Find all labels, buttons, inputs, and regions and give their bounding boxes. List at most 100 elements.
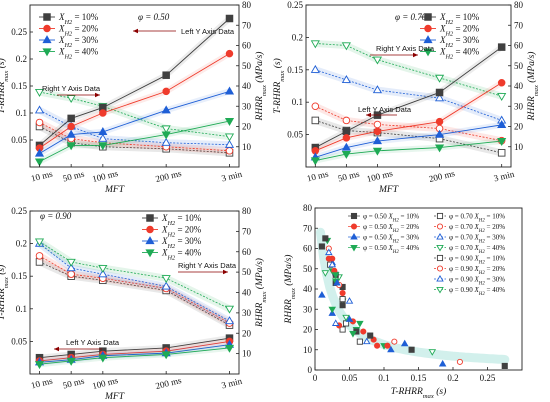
ytick-label-left: 0.1 bbox=[16, 304, 27, 314]
xtick-label: 100 ms bbox=[366, 168, 394, 184]
ytick-label-right: 60 bbox=[242, 41, 252, 51]
ytick-label-right: 70 bbox=[242, 20, 252, 30]
legend-marker bbox=[350, 212, 358, 220]
xtick-label: 3 min bbox=[493, 169, 516, 184]
scatter-point bbox=[391, 338, 398, 345]
point-left-30-2 bbox=[372, 136, 383, 145]
scatter-point bbox=[356, 338, 363, 345]
y-axis-label-right: RHRRmax (MPa/s) bbox=[526, 52, 540, 122]
scatter-point bbox=[360, 328, 367, 335]
y-axis-label-right: RHRRmax (MPa/s) bbox=[254, 258, 268, 328]
annotation-right: Right Y Axis Data bbox=[376, 44, 435, 53]
scatter-point bbox=[325, 255, 332, 262]
scatter-point bbox=[339, 289, 346, 297]
ytick-label-right: 30 bbox=[514, 101, 524, 111]
ytick-label-left: 0.25 bbox=[11, 27, 27, 37]
xtick-label: 0.1 bbox=[378, 373, 389, 383]
scatter-point bbox=[456, 358, 463, 365]
scatter-point bbox=[345, 297, 354, 304]
legend-marker-40 bbox=[423, 48, 433, 57]
line-right-20 bbox=[315, 105, 502, 142]
scatter-point bbox=[328, 260, 337, 268]
scatter-point bbox=[318, 291, 326, 298]
x-axis-label: MFT bbox=[378, 185, 399, 195]
point-left-40-3 bbox=[434, 144, 445, 153]
legend-marker-20 bbox=[424, 24, 432, 33]
point-right-40-2 bbox=[98, 264, 108, 273]
point-left-20-1 bbox=[342, 134, 351, 142]
point-right-40-1 bbox=[66, 95, 76, 104]
legend-label-20: XH2 = 20% bbox=[439, 24, 480, 38]
point-right-20-1 bbox=[342, 116, 351, 125]
line-right-40 bbox=[39, 241, 230, 310]
point-right-30-0 bbox=[310, 64, 320, 73]
legend-marker-20 bbox=[146, 225, 154, 234]
point-right-40-4 bbox=[497, 93, 507, 101]
point-right-40-2 bbox=[372, 56, 383, 65]
legend-label-30: XH2 = 30% bbox=[58, 35, 99, 49]
xtick-label: 200 ms bbox=[428, 168, 456, 184]
scatter-point bbox=[387, 345, 395, 353]
x-axis-label: MFT bbox=[104, 185, 125, 195]
ytick-label-right: 40 bbox=[242, 81, 252, 91]
point-right-10-4 bbox=[497, 149, 506, 157]
ytick-label-right: 40 bbox=[514, 81, 524, 91]
xtick-label: 0.05 bbox=[342, 373, 358, 383]
legend-marker-20 bbox=[43, 24, 51, 33]
point-right-20-4 bbox=[225, 147, 234, 155]
point-left-30-4 bbox=[224, 86, 235, 95]
xtick-label: 200 ms bbox=[154, 375, 182, 391]
legend-marker bbox=[436, 265, 444, 272]
point-right-40-3 bbox=[161, 275, 171, 284]
point-right-40-3 bbox=[161, 125, 171, 134]
ytick-label-right: 10 bbox=[242, 142, 252, 152]
legend-label: φ = 0.90 XH2 = 20% bbox=[449, 265, 505, 276]
point-left-30-2 bbox=[98, 127, 108, 135]
point-left-40-0 bbox=[34, 158, 45, 167]
legend-label: φ = 0.50 XH2 = 10% bbox=[363, 213, 419, 224]
ytick-label-left: 0.25 bbox=[11, 206, 27, 216]
ytick-label-right: 70 bbox=[514, 20, 524, 30]
xtick-label: 0.25 bbox=[480, 373, 496, 383]
annotation-right: Right Y Axis Data bbox=[42, 84, 101, 93]
legend-marker bbox=[436, 254, 444, 262]
legend-label: φ = 0.70 XH2 = 40% bbox=[449, 244, 505, 255]
ytick-label: 10 bbox=[303, 345, 313, 355]
y-axis-label-left: T-RHRRmax (s) bbox=[0, 58, 10, 114]
scatter-point bbox=[400, 339, 409, 347]
legend-marker-10 bbox=[146, 214, 154, 222]
point-left-20-4 bbox=[497, 79, 506, 87]
legend-label-10: XH2 = 10% bbox=[58, 12, 99, 26]
scatter-point bbox=[339, 302, 346, 309]
ytick-label-left: 0.05 bbox=[287, 130, 303, 140]
point-right-20-0 bbox=[35, 118, 44, 127]
ytick-label-right: 10 bbox=[242, 349, 252, 359]
point-right-30-0 bbox=[34, 105, 45, 114]
point-left-20-2 bbox=[99, 109, 107, 117]
xtick-label: 10 ms bbox=[30, 375, 54, 390]
ytick-label-left: 0.2 bbox=[16, 54, 27, 64]
point-right-30-3 bbox=[161, 281, 171, 290]
ytick-label-right: 10 bbox=[514, 142, 524, 152]
xtick-label: 100 ms bbox=[91, 375, 119, 391]
panel-c: 0.05 0.1 0.15 0.2 0.25 10 20 30 40 50 60 70 80 10 ms 5… bbox=[0, 206, 268, 402]
xtick-label: 3 min bbox=[220, 169, 243, 184]
legend-label: φ = 0.90 XH2 = 30% bbox=[449, 276, 505, 287]
ytick-label-right: 50 bbox=[242, 267, 252, 277]
legend-label-10: XH2 = 10% bbox=[439, 12, 480, 26]
phi-label: φ = 0.90 bbox=[40, 211, 72, 221]
point-left-30-4 bbox=[497, 120, 507, 128]
xtick-label: 10 ms bbox=[306, 168, 330, 183]
xtick-label: 200 ms bbox=[154, 168, 182, 184]
point-right-30-1 bbox=[66, 263, 76, 272]
point-right-30-3 bbox=[434, 93, 445, 102]
legend-marker bbox=[436, 232, 444, 240]
legend-label-30: XH2 = 30% bbox=[161, 236, 202, 250]
point-left-40-1 bbox=[341, 150, 351, 159]
legend-marker bbox=[350, 232, 358, 240]
legend-label: φ = 0.90 XH2 = 40% bbox=[449, 286, 505, 297]
ytick-label-right: 80 bbox=[242, 206, 252, 216]
point-left-40-0 bbox=[310, 157, 320, 166]
annotation-left: Left Y Axis Data bbox=[358, 105, 412, 114]
point-left-40-4 bbox=[224, 118, 235, 126]
